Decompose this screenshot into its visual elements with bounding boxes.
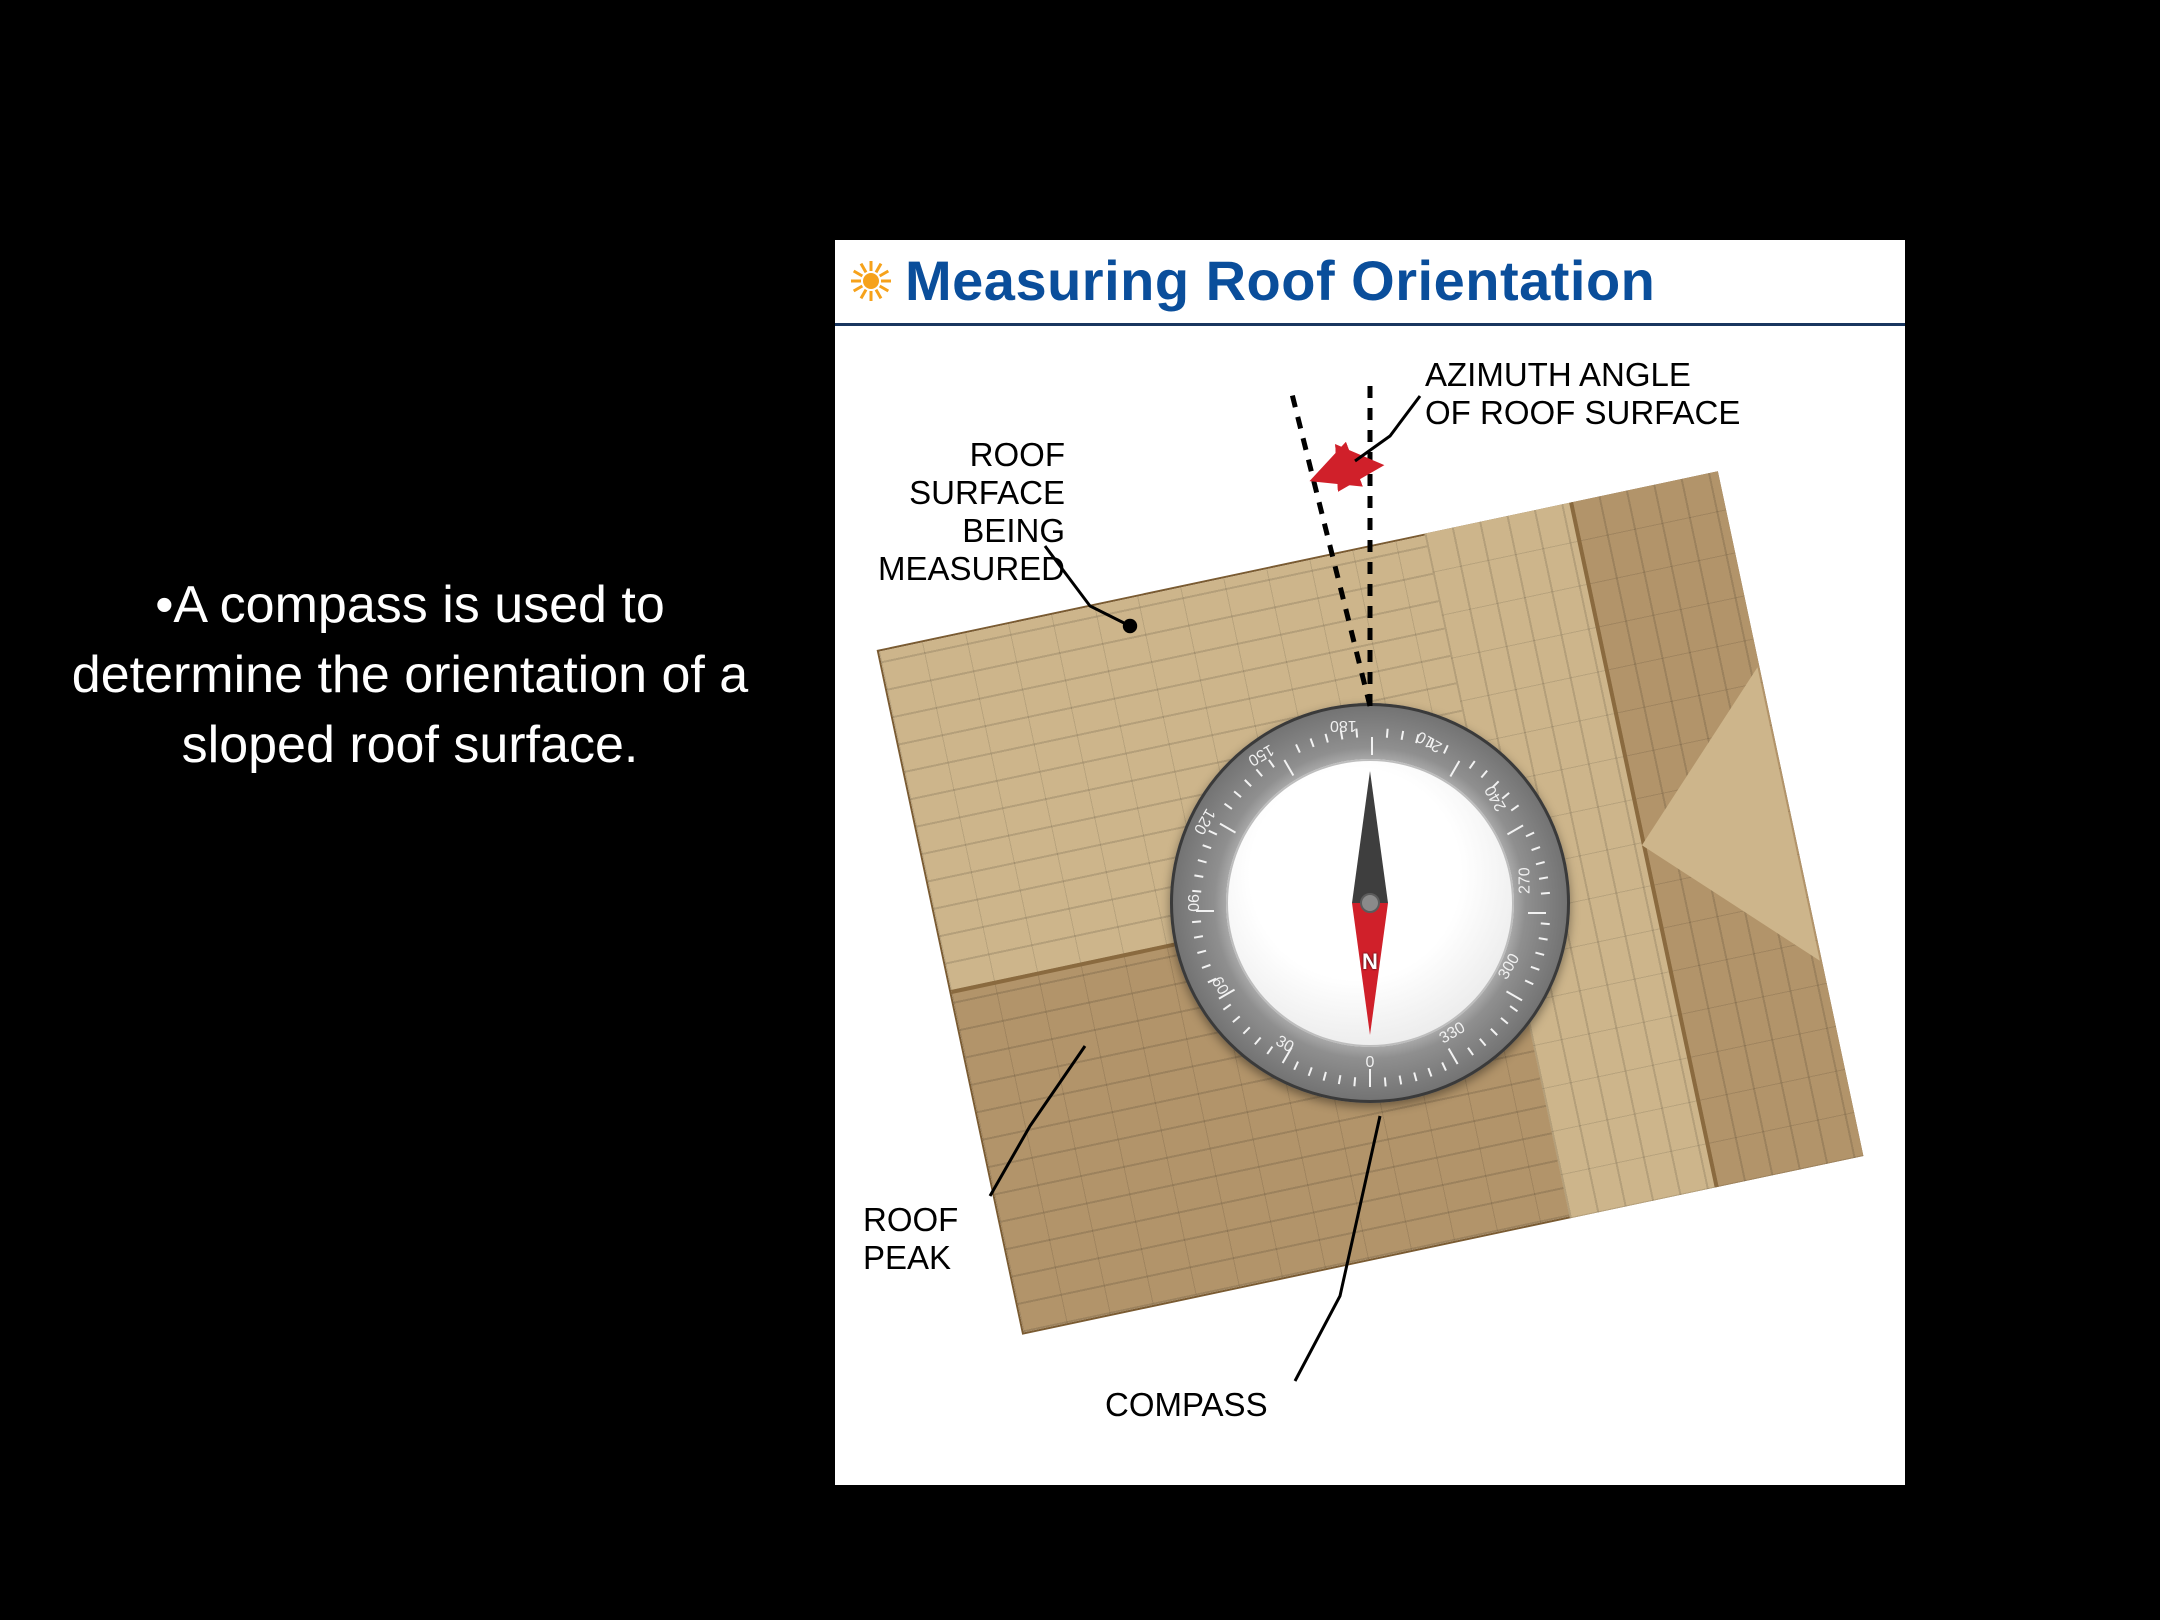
label-roof-peak-l1: ROOF [863, 1201, 958, 1239]
left-text-content: A compass is used to determine the orien… [72, 576, 748, 774]
panel-title: Measuring Roof Orientation [905, 248, 1655, 313]
label-azimuth-line2: OF ROOF SURFACE [1425, 394, 1740, 432]
label-roof-surface-l3: BEING [845, 512, 1065, 550]
compass-pivot [1360, 893, 1380, 913]
left-bullet-text: •A compass is used to determine the orie… [60, 570, 760, 781]
compass: 0306090120150180210240270300330 N [1170, 703, 1570, 1103]
compass-n-label: N [1362, 949, 1378, 975]
stage: •A compass is used to determine the orie… [0, 0, 2160, 1620]
label-roof-surface-l2: SURFACE [845, 474, 1065, 512]
infographic-panel: Measuring Roof Orientation [835, 240, 1905, 1485]
label-azimuth: AZIMUTH ANGLE OF ROOF SURFACE [1425, 356, 1740, 432]
label-roof-surface: ROOF SURFACE BEING MEASURED [845, 436, 1065, 588]
label-compass: COMPASS [1105, 1386, 1268, 1424]
label-azimuth-line1: AZIMUTH ANGLE [1425, 356, 1740, 394]
label-roof-surface-l1: ROOF [845, 436, 1065, 474]
bullet: • [155, 576, 173, 634]
sun-icon [849, 259, 893, 303]
label-roof-peak-l2: PEAK [863, 1239, 958, 1277]
compass-needle-north [1352, 771, 1388, 903]
diagram-area: 0306090120150180210240270300330 N [835, 326, 1905, 1479]
panel-header: Measuring Roof Orientation [835, 240, 1905, 326]
label-roof-peak: ROOF PEAK [863, 1201, 958, 1277]
label-roof-surface-l4: MEASURED [845, 550, 1065, 588]
